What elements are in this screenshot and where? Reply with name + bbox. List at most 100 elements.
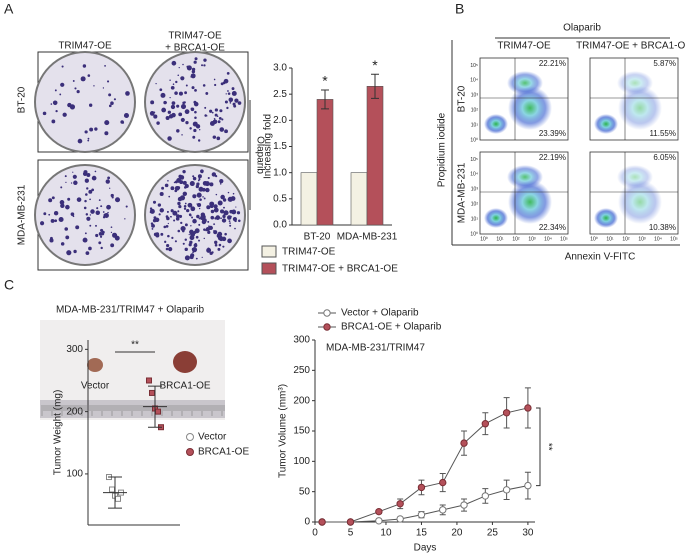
colony [195, 235, 199, 239]
colony [216, 115, 219, 117]
colony [124, 218, 126, 220]
y-tick-label: 200 [66, 406, 83, 417]
flow-tick: 10⁴ [544, 236, 552, 242]
point [318, 518, 326, 526]
legend-label: BRCA1-OE [198, 447, 249, 458]
colony [155, 83, 157, 85]
colony [98, 199, 101, 201]
flow-tick: 10³ [471, 93, 479, 99]
flow-cluster [618, 180, 662, 224]
colony [176, 129, 180, 133]
colony [229, 222, 231, 224]
colony [165, 247, 169, 251]
colony [203, 64, 206, 67]
colony [219, 209, 225, 214]
photo-label: Vector [81, 381, 110, 392]
colony [238, 219, 241, 223]
colony [167, 110, 172, 114]
colony [86, 187, 89, 190]
colony [153, 216, 157, 220]
flow-tick: 10² [622, 236, 630, 242]
colony [228, 220, 231, 222]
colony [194, 116, 197, 119]
colony [161, 186, 165, 190]
colony [108, 93, 112, 97]
colony [198, 239, 201, 242]
bar [300, 172, 318, 226]
colony [74, 87, 77, 90]
point [502, 486, 511, 494]
colony [177, 210, 180, 213]
colony [192, 194, 197, 199]
flow-tick: 10³ [528, 236, 536, 242]
colony [60, 186, 63, 189]
row-label: MDA-MB-231 [17, 184, 28, 245]
colony [217, 200, 223, 206]
colony [49, 238, 54, 243]
y-tick-label: 100 [293, 456, 310, 467]
x-tick-label: 30 [522, 528, 534, 539]
flow-cluster [594, 114, 618, 134]
colony [171, 60, 177, 66]
flow-tick: 10¹ [471, 122, 479, 128]
colony [224, 210, 227, 213]
quadrant-value: 5.87% [653, 59, 676, 68]
colony [67, 102, 72, 108]
colony [125, 205, 128, 208]
colony [200, 212, 206, 217]
colony [50, 218, 55, 223]
colony [231, 91, 237, 96]
colony [193, 100, 197, 104]
colony [206, 247, 212, 253]
colony [221, 118, 224, 121]
panel-letter: C [4, 277, 14, 293]
colony [226, 72, 230, 75]
colony [221, 218, 227, 223]
colony [227, 92, 231, 95]
point [109, 486, 115, 493]
colony [98, 232, 103, 236]
colony [196, 125, 200, 128]
photo-label: BRCA1-OE [159, 381, 210, 392]
colony [114, 235, 120, 241]
colony [54, 219, 58, 223]
colony [160, 232, 164, 236]
colony [101, 230, 105, 234]
colony [160, 92, 166, 98]
error-bar [321, 89, 329, 110]
colony [214, 83, 217, 87]
colony [227, 90, 229, 92]
colony [59, 93, 62, 96]
colony [174, 240, 177, 243]
plate [34, 164, 136, 266]
colony [213, 207, 219, 213]
colony [209, 182, 214, 187]
legend-swatch [261, 245, 277, 258]
point [346, 518, 355, 526]
colony [167, 222, 169, 225]
point [149, 389, 155, 396]
colony [169, 96, 171, 99]
quadrant-value: 6.05% [653, 153, 676, 162]
colony [189, 235, 195, 241]
colony [209, 204, 214, 209]
point [460, 439, 468, 447]
colony [181, 134, 183, 136]
colony [205, 229, 208, 232]
colony [167, 234, 170, 238]
colony [198, 177, 201, 180]
colony [184, 223, 188, 227]
significance: ** [131, 340, 139, 351]
column-label: TRIM47-OE [497, 41, 551, 52]
flow-tick: 10⁰ [590, 236, 598, 242]
colony [222, 198, 227, 202]
flow-tick: 10⁴ [470, 78, 478, 84]
y-tick-label: 200 [293, 395, 310, 406]
colony [88, 189, 93, 194]
colony [178, 112, 183, 117]
quadrant-value: 22.34% [539, 223, 566, 232]
photo-title: MDA-MB-231/TRIM47 + Olaparib [56, 305, 205, 316]
colony [84, 199, 87, 203]
colony [184, 109, 190, 115]
legend-label: Vector + Olaparib [341, 308, 419, 319]
